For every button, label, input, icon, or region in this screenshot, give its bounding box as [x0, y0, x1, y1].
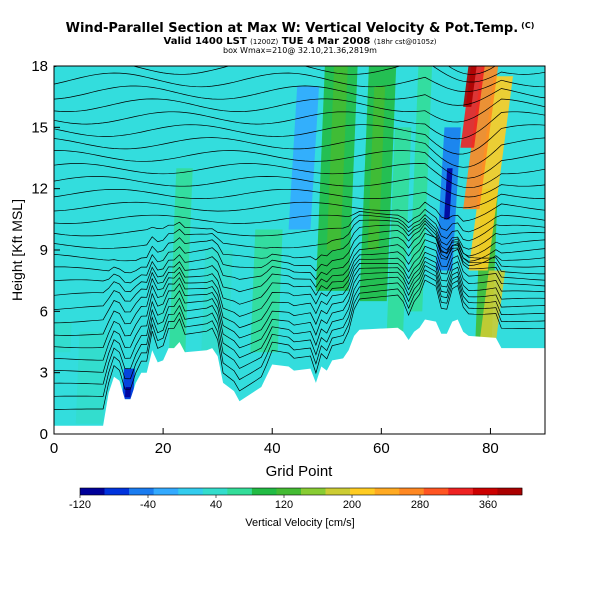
- x-tick-label: 40: [264, 440, 281, 457]
- isentrope-5: [54, 256, 545, 349]
- velocity-band-22: [479, 270, 506, 342]
- isentrope-21: [54, 137, 545, 168]
- colorbar-swatch: [104, 488, 130, 495]
- velocity-band-3: [367, 86, 386, 250]
- colorbar-swatch: [350, 488, 375, 495]
- y-tick-label: 6: [40, 303, 48, 320]
- colorbar-tick-label: 360: [479, 499, 497, 511]
- colorbar-swatch: [80, 488, 105, 495]
- colorbar-swatch: [374, 488, 400, 495]
- y-axis-label: Height [Kft MSL]: [9, 199, 25, 301]
- colorbar-swatch: [129, 488, 154, 495]
- isentrope-11: [54, 223, 545, 274]
- y-tick-label: 9: [40, 242, 48, 259]
- isentrope-16: [54, 201, 545, 222]
- isentrope-20: [54, 150, 545, 179]
- colorbar-swatch: [178, 488, 204, 495]
- velocity-field: [54, 66, 513, 424]
- velocity-band-21: [124, 386, 131, 398]
- colorbar-swatch: [423, 488, 449, 495]
- isentrope-23: [54, 111, 545, 140]
- isentrope-14: [54, 214, 545, 242]
- colorbar-tick-label: -120: [69, 499, 91, 511]
- isentrope-24: [54, 98, 545, 123]
- isentrope-13: [54, 217, 545, 250]
- x-tick-label: 60: [373, 440, 390, 457]
- velocity-band-14: [444, 168, 453, 220]
- y-tick-label: 15: [31, 119, 48, 136]
- isentrope-25: [54, 85, 545, 106]
- isentrope-10: [54, 227, 545, 284]
- colorbar-swatch: [251, 488, 277, 495]
- isentrope-1: [54, 274, 545, 397]
- x-tick-label: 0: [50, 440, 58, 457]
- y-tick-label: 12: [31, 181, 48, 198]
- isentrope-7: [54, 245, 545, 324]
- velocity-band-10: [75, 331, 107, 424]
- velocity-band-16: [468, 76, 513, 271]
- axes: 0 20 40 60 80 0 3 6 9 12 15 18: [31, 58, 498, 457]
- isentrope-3: [54, 265, 545, 373]
- velocity-band-18: [460, 66, 485, 148]
- velocity-band-19: [463, 66, 477, 107]
- colorbar: -120 -40 40 120 200 280 360: [69, 487, 523, 511]
- isentrope-22: [54, 124, 545, 155]
- chart-subtitle: Valid 1400 LST (1200Z) TUE 4 Mar 2008 (1…: [163, 36, 437, 47]
- isentrope-4: [54, 261, 545, 361]
- y-tick-label: 0: [40, 426, 48, 443]
- colorbar-tick-label: 120: [275, 499, 293, 511]
- velocity-band-5: [408, 66, 433, 312]
- colorbar-swatch: [472, 488, 498, 495]
- isentrope-19: [54, 163, 545, 189]
- isentrope-0: [54, 279, 545, 410]
- colorbar-swatch: [153, 488, 179, 495]
- colorbar-tick-label: 280: [411, 499, 429, 511]
- isentrope-27: [54, 66, 545, 83]
- velocity-band-17: [463, 66, 499, 210]
- colorbar-tick-label: 40: [210, 499, 222, 511]
- colorbar-swatch: [227, 488, 253, 495]
- y-tick-label: 3: [40, 365, 48, 382]
- isentrope-2: [54, 269, 545, 385]
- colorbar-tick-label: 200: [343, 499, 361, 511]
- isentrope-6: [54, 251, 545, 336]
- isentrope-17: [54, 188, 545, 209]
- isentrope-26: [54, 72, 545, 92]
- colorbar-swatch: [448, 488, 474, 495]
- potential-temperature-contours: [54, 66, 545, 410]
- isentrope-15: [54, 208, 545, 233]
- chart-subtitle-2: box Wmax=210@ 32.10,21.36,2819m: [223, 46, 377, 55]
- velocity-band-4: [386, 127, 412, 332]
- colorbar-label: Vertical Velocity [cm/s]: [245, 517, 354, 529]
- terrain: [54, 319, 545, 434]
- x-tick-label: 20: [155, 440, 172, 457]
- chart-title: Wind-Parallel Section at Max W: Vertical…: [65, 21, 535, 36]
- isentrope-28: [447, 66, 496, 75]
- isentrope-18: [54, 176, 545, 198]
- colorbar-swatch: [301, 488, 326, 495]
- colorbar-swatch: [399, 488, 425, 495]
- colorbar-swatch: [276, 488, 302, 495]
- colorbar-swatch: [202, 488, 228, 495]
- terrain-surface: [54, 319, 545, 434]
- colorbar-tick-label: -40: [140, 499, 156, 511]
- colorbar-swatch: [497, 488, 523, 495]
- colorbar-swatch: [325, 488, 351, 495]
- velocity-band-12: [288, 86, 319, 230]
- isentrope-12: [54, 220, 545, 262]
- isentrope-29: [465, 66, 472, 67]
- x-tick-label: 80: [482, 440, 499, 457]
- colorbar-frame: [79, 487, 523, 496]
- x-axis-label: Grid Point: [266, 463, 334, 480]
- velocity-band-7: [157, 250, 172, 332]
- velocity-band-11: [54, 321, 72, 353]
- y-tick-label: 18: [31, 58, 48, 75]
